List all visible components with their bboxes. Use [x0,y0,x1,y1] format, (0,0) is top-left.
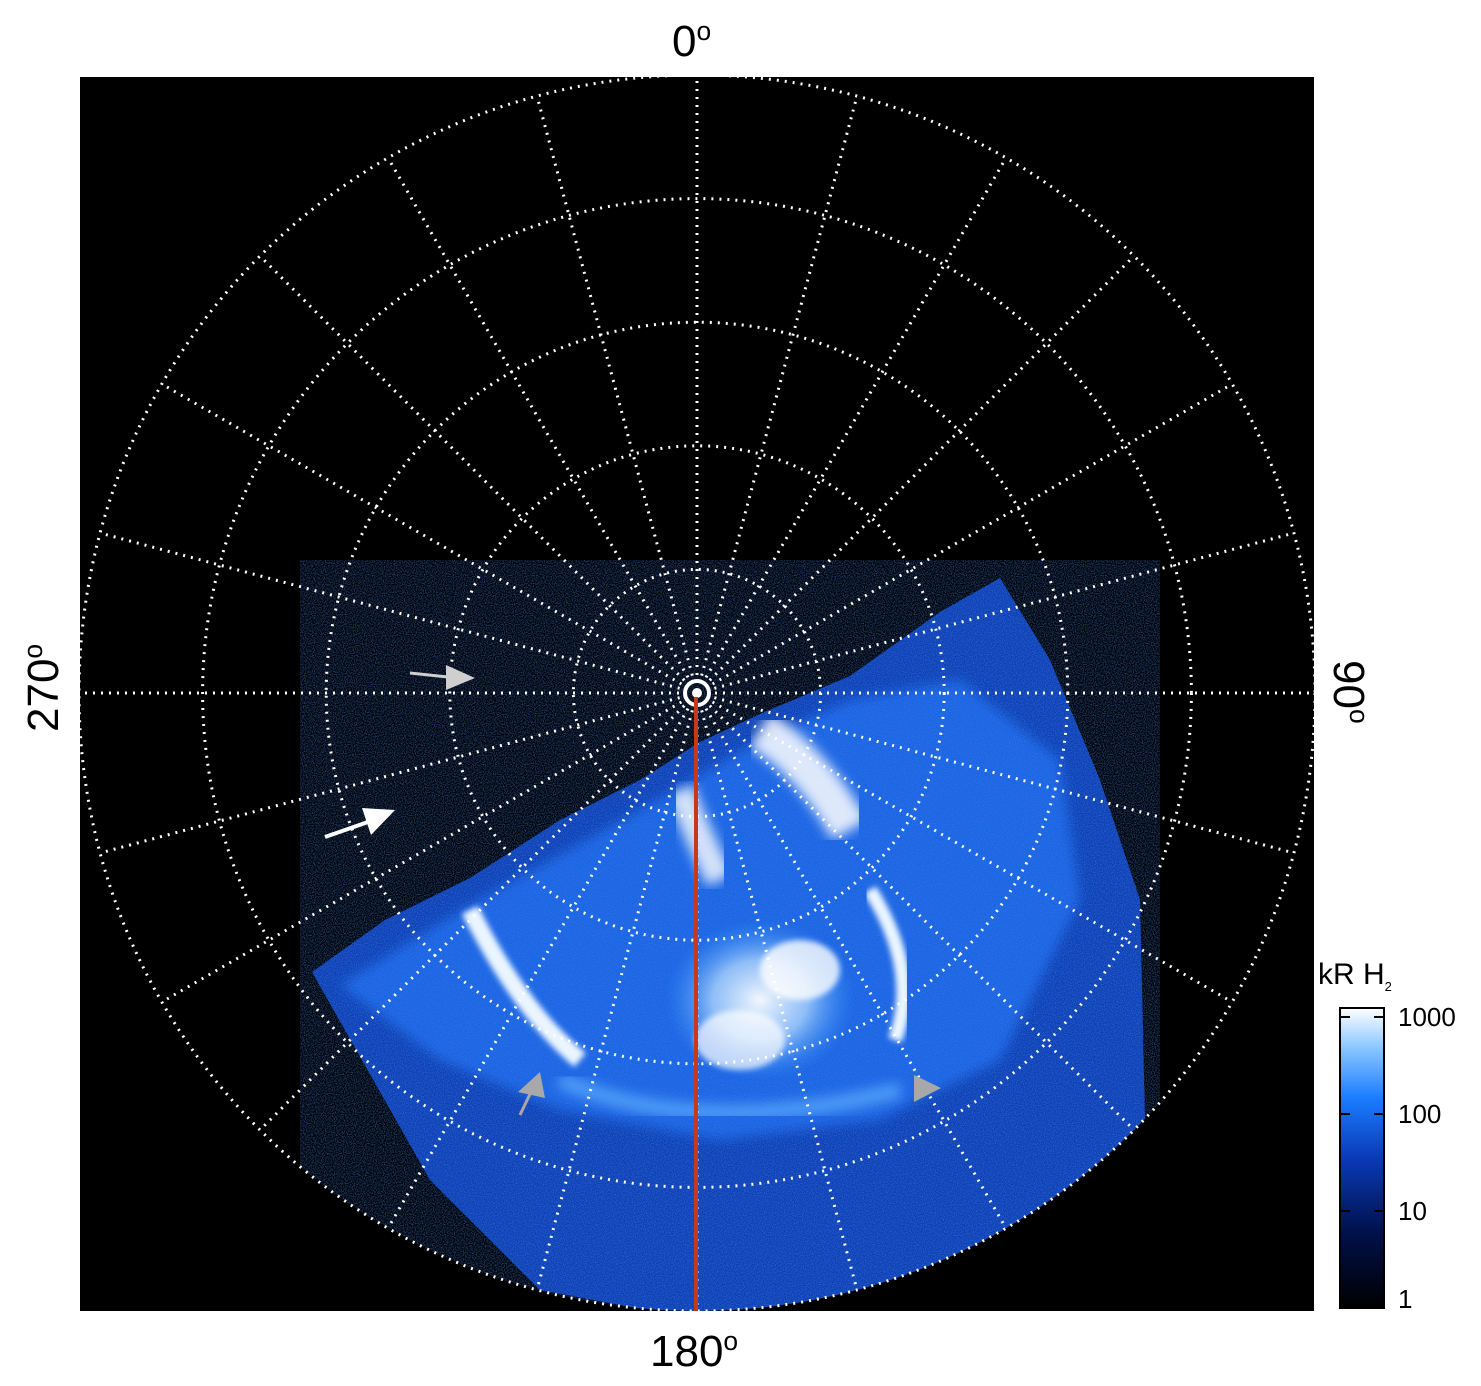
aurora-emission-region [300,560,1160,1311]
aurora-streak-2 [667,784,733,887]
aurora-streak-1 [749,712,868,841]
colorbar-tick-label: 1 [1398,1284,1413,1314]
arrow-bottom-left [518,1072,545,1116]
colorbar-gradient [1339,1007,1385,1309]
colorbar-title: kR H2 [1318,958,1392,994]
aurora-arc-left [461,905,586,1067]
colorbar-tick-label: 1000 [1398,1002,1456,1032]
aurora-outer-arc [556,1072,902,1121]
longitude-label-90: 90o [1324,660,1374,724]
colorbar-tick-label: 10 [1398,1196,1427,1226]
longitude-label-0: 0o [672,16,712,66]
longitude-label-270: 270o [18,643,68,732]
pole-marker-inner [692,688,702,698]
arrow-lower-left [324,808,395,839]
latitude-ring [448,444,946,942]
longitude-label-180: 180o [650,1326,739,1376]
colorbar-tick-label: 100 [1398,1099,1442,1129]
colorbar-ticks [1340,1016,1384,1212]
aurora-arc-right [864,886,911,1043]
arrow-bottom-right [914,1075,941,1102]
arrow-upper-left [409,665,475,690]
